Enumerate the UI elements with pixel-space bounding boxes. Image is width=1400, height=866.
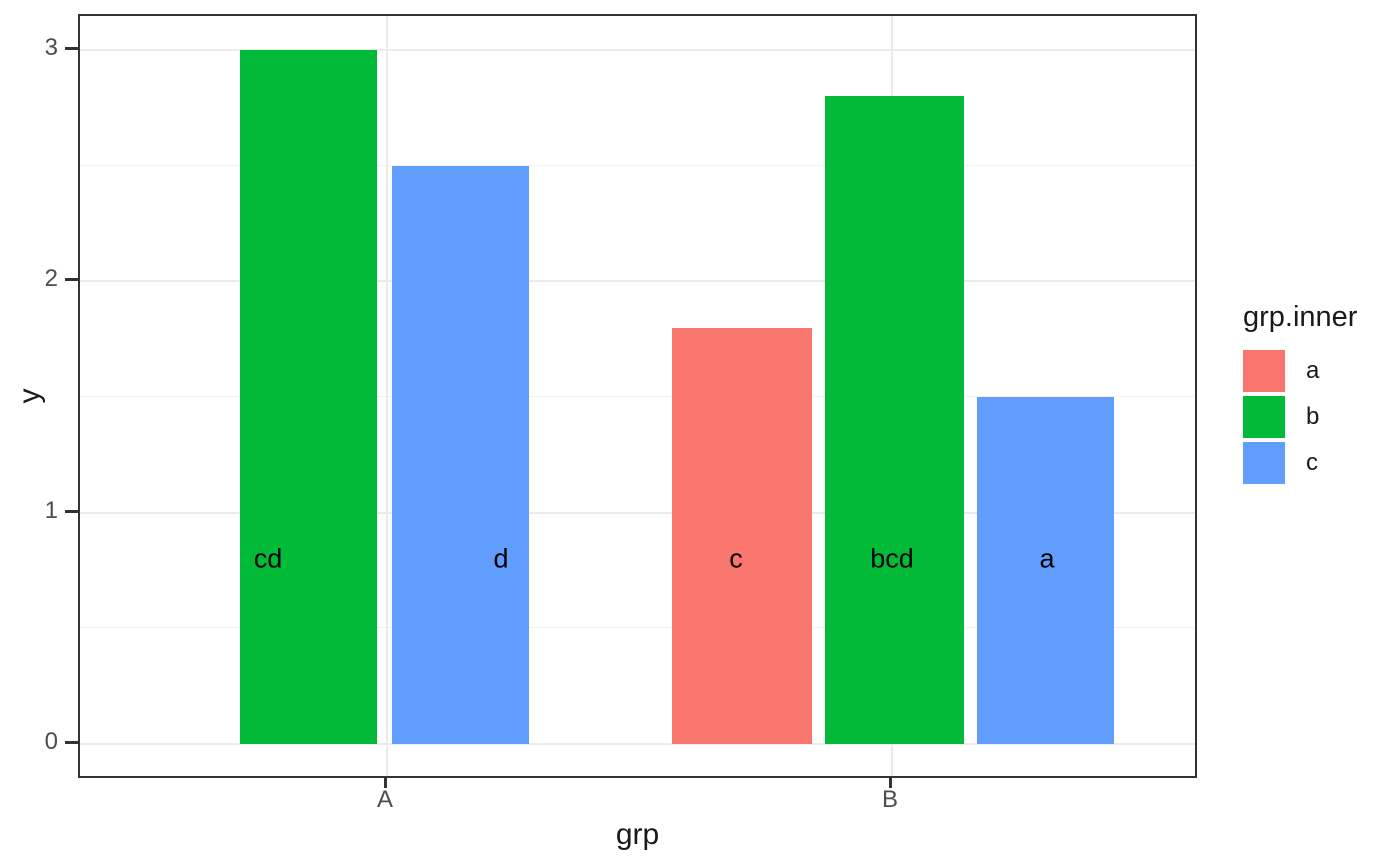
bar-label: a — [1039, 543, 1055, 574]
x-axis-title: grp — [615, 818, 660, 851]
bar-label: c — [729, 543, 743, 574]
bar-label: bcd — [870, 543, 914, 574]
legend-title: grp.inner — [1243, 301, 1358, 333]
legend-item-c: c — [1243, 442, 1357, 484]
legend-item-b: b — [1243, 396, 1357, 438]
bar-B-a — [672, 327, 812, 744]
bar-label: cd — [253, 543, 283, 574]
y-tick-mark — [65, 47, 78, 50]
y-tick-label: 0 — [44, 728, 58, 755]
y-tick-label: 1 — [44, 496, 58, 524]
bar-A-c — [392, 165, 529, 744]
y-tick-mark — [65, 278, 78, 282]
x-tick-label: A — [376, 786, 393, 813]
vertical-gridline — [386, 16, 388, 776]
major-gridline — [80, 49, 1195, 51]
y-tick-mark — [65, 509, 78, 513]
major-gridline — [80, 511, 1195, 514]
bar-B-b — [825, 96, 964, 744]
legend-swatch-b — [1243, 396, 1285, 438]
minor-gridline — [80, 627, 1195, 629]
bar-B-c — [977, 397, 1114, 744]
bar-label: d — [493, 543, 509, 574]
legend-item-label: b — [1306, 403, 1320, 430]
y-tick-label: 3 — [44, 34, 58, 61]
y-tick-label: 2 — [44, 265, 58, 293]
y-axis-title: y — [13, 388, 46, 404]
minor-gridline — [80, 164, 1195, 166]
plot-panel: cd d c bcd a — [78, 14, 1197, 778]
legend-item-label: a — [1306, 357, 1320, 384]
legend-swatch-a — [1243, 350, 1285, 392]
legend-item-a: a — [1243, 350, 1357, 392]
x-tick-label: B — [881, 786, 898, 813]
legend-swatch-c — [1243, 442, 1285, 484]
x-tick-mark — [889, 778, 892, 788]
minor-gridline — [80, 396, 1195, 397]
major-gridline — [80, 280, 1195, 283]
legend-item-label: c — [1306, 449, 1318, 476]
x-tick-mark — [384, 778, 387, 788]
bar-A-b — [240, 50, 377, 744]
y-tick-mark — [65, 741, 78, 744]
major-gridline — [80, 743, 1195, 745]
